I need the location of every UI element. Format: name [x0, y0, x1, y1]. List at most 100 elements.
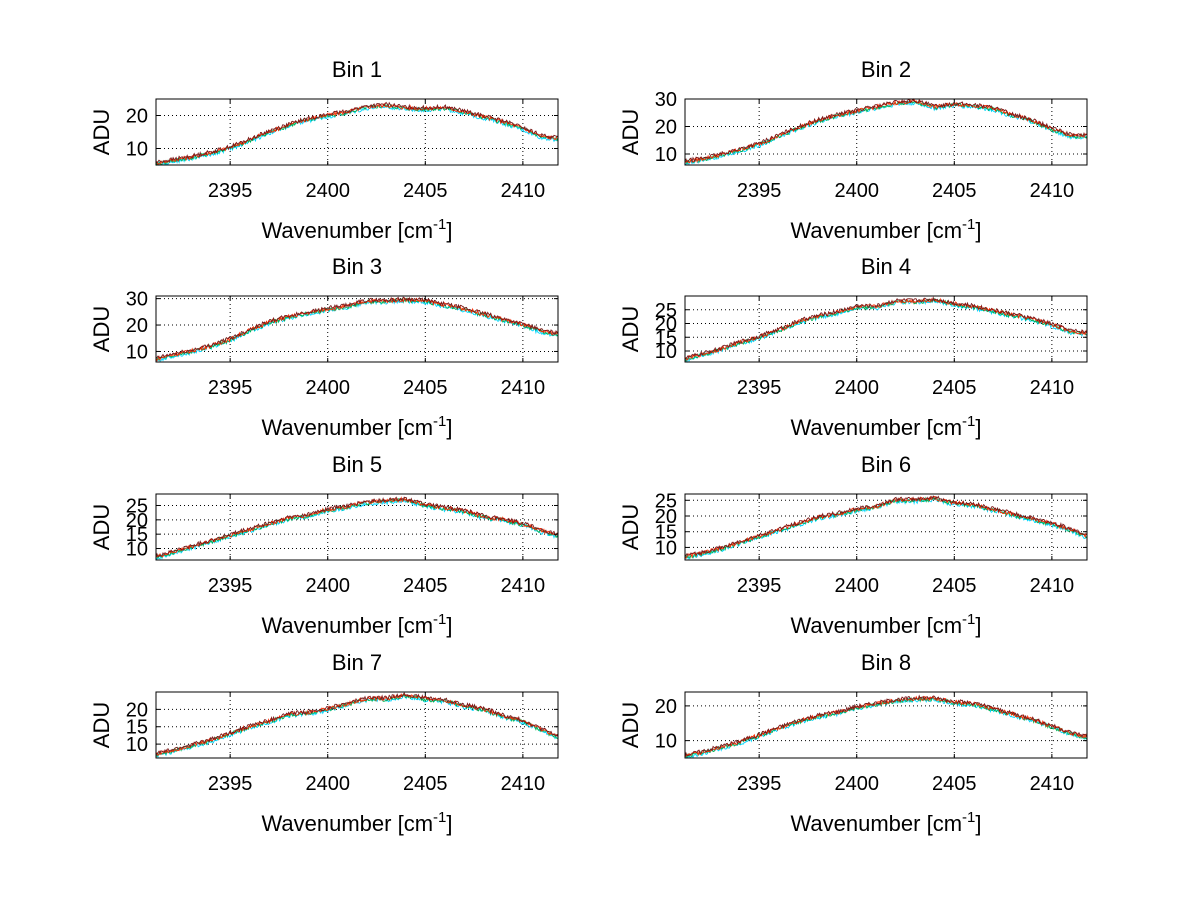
- spectrum-line: [684, 296, 1088, 360]
- x-tick-label: 2405: [932, 773, 977, 795]
- x-tick-label: 2405: [403, 180, 448, 202]
- x-axis-label-main: Wavenumber [cm: [790, 613, 962, 638]
- subplot-title: Bin 1: [332, 57, 382, 82]
- x-tick-label: 2410: [1030, 773, 1075, 795]
- subplot-bin-8: 2395 2400 2405 2410 10 20 Bin 8 Wavenumber [cm-…: [618, 650, 1088, 836]
- y-tick-label: 25: [655, 490, 677, 512]
- subplot-bin-3: 2395 2400 2405 2410 10 20 30 Bin 3 Wavenumber [c…: [89, 254, 559, 440]
- spectrum-line: [684, 298, 1088, 363]
- x-tick-label: 2405: [932, 575, 977, 597]
- y-tick-label: 20: [655, 314, 677, 336]
- x-axis-label-end: ]: [975, 613, 981, 638]
- y-tick-label: 10: [126, 139, 148, 161]
- x-axis-label-end: ]: [446, 218, 452, 243]
- y-tick-label: 25: [126, 495, 148, 517]
- y-tick-label: 20: [126, 106, 148, 128]
- x-tick-label: 2400: [305, 180, 350, 202]
- x-tick-label: 2410: [1030, 377, 1075, 399]
- y-tick-label: 30: [655, 89, 677, 111]
- x-tick-label: 2395: [208, 377, 253, 399]
- y-tick-label: 10: [655, 341, 677, 363]
- y-tick-label: 20: [655, 696, 677, 718]
- x-axis-label-sup: -1: [962, 809, 975, 826]
- y-tick-label: 20: [126, 699, 148, 721]
- x-tick-label: 2395: [208, 180, 253, 202]
- x-tick-label: 2400: [834, 377, 879, 399]
- x-tick-label: 2410: [1030, 575, 1075, 597]
- x-axis-label-main: Wavenumber [cm: [790, 218, 962, 243]
- x-tick-label: 2410: [501, 773, 546, 795]
- spectrum-line: [155, 691, 559, 756]
- spectrum-line: [684, 98, 1088, 164]
- y-axis-label: ADU: [618, 109, 643, 155]
- y-axis-label: ADU: [89, 109, 114, 155]
- x-tick-label: 2395: [208, 773, 253, 795]
- spectrum-line: [684, 297, 1088, 361]
- x-tick-label: 2400: [305, 377, 350, 399]
- y-tick-label: 15: [655, 327, 677, 349]
- spectrum-line: [155, 101, 559, 164]
- axes-box: [684, 493, 1088, 561]
- spectrum-line: [684, 695, 1088, 759]
- x-axis-label-sup: -1: [433, 611, 446, 628]
- y-tick-label: 15: [126, 717, 148, 739]
- x-axis-label-sup: -1: [962, 413, 975, 430]
- axes-box: [684, 295, 1088, 363]
- y-tick-label: 25: [655, 300, 677, 322]
- subplot-title: Bin 2: [861, 57, 911, 82]
- subplot-title: Bin 3: [332, 254, 382, 279]
- x-tick-label: 2400: [834, 773, 879, 795]
- x-axis-label-end: ]: [975, 811, 981, 836]
- x-axis-label-end: ]: [446, 811, 452, 836]
- x-axis-label-main: Wavenumber [cm: [261, 811, 433, 836]
- x-axis-label-main: Wavenumber [cm: [790, 415, 962, 440]
- x-axis-label-end: ]: [975, 415, 981, 440]
- spectrum-line: [684, 694, 1088, 757]
- y-tick-label: 10: [655, 537, 677, 559]
- x-axis-label-sup: -1: [433, 216, 446, 233]
- x-axis-label-sup: -1: [433, 809, 446, 826]
- x-axis-label-sup: -1: [962, 611, 975, 628]
- x-tick-label: 2395: [737, 773, 782, 795]
- subplot-title: Bin 4: [861, 254, 911, 279]
- x-tick-label: 2410: [1030, 180, 1075, 202]
- x-tick-label: 2410: [501, 180, 546, 202]
- x-axis-label: Wavenumber [cm-1]: [261, 216, 452, 243]
- x-axis-label: Wavenumber [cm-1]: [790, 809, 981, 836]
- y-axis-label: ADU: [618, 504, 643, 550]
- x-tick-label: 2400: [305, 773, 350, 795]
- subplot-title: Bin 7: [332, 650, 382, 675]
- x-axis-label-sup: -1: [962, 216, 975, 233]
- spectrum-line: [155, 296, 559, 359]
- x-axis-label-main: Wavenumber [cm: [261, 218, 433, 243]
- x-axis-label: Wavenumber [cm-1]: [261, 809, 452, 836]
- x-tick-label: 2395: [208, 575, 253, 597]
- x-axis-label-end: ]: [446, 613, 452, 638]
- y-tick-label: 20: [126, 315, 148, 337]
- y-tick-label: 20: [655, 117, 677, 139]
- y-tick-label: 10: [655, 731, 677, 753]
- subplot-bin-1: 2395 2400 2405 2410 10 20 Bin 1 Wavenumber [cm-…: [89, 57, 559, 243]
- x-axis-label-sup: -1: [433, 413, 446, 430]
- x-tick-label: 2405: [403, 377, 448, 399]
- y-axis-label: ADU: [89, 702, 114, 748]
- x-axis-label-end: ]: [975, 218, 981, 243]
- x-axis-label: Wavenumber [cm-1]: [790, 611, 981, 638]
- x-tick-label: 2395: [737, 180, 782, 202]
- x-axis-label-end: ]: [446, 415, 452, 440]
- x-tick-label: 2400: [305, 575, 350, 597]
- x-axis-label: Wavenumber [cm-1]: [261, 413, 452, 440]
- y-axis-label: ADU: [618, 306, 643, 352]
- axes-box: [155, 691, 559, 759]
- y-tick-label: 20: [655, 506, 677, 528]
- subplot-title: Bin 8: [861, 650, 911, 675]
- axes-box: [684, 691, 1088, 759]
- x-tick-label: 2400: [834, 575, 879, 597]
- spectrum-line: [684, 495, 1088, 557]
